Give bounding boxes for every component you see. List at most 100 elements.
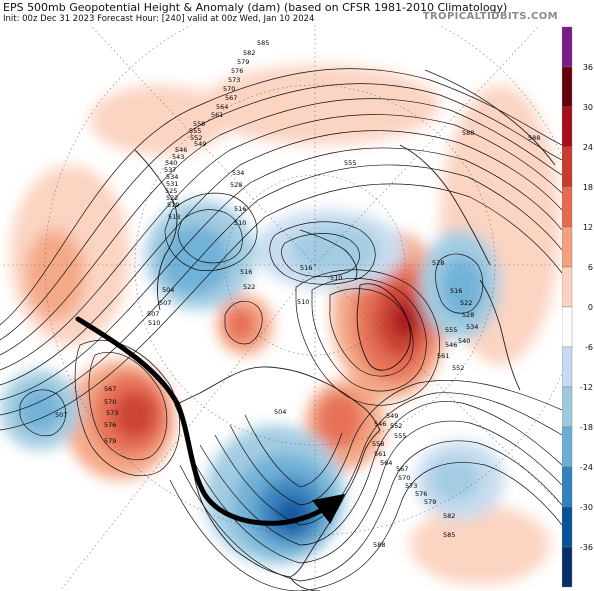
colorbar-swatch	[562, 386, 573, 428]
colorbar-swatch	[562, 106, 573, 148]
colorbar-tick-label: -24	[580, 463, 593, 472]
contour-label: 540	[458, 337, 470, 345]
contour	[295, 269, 440, 406]
contour-label: 570	[223, 85, 235, 93]
colorbar-swatch	[562, 26, 573, 68]
contour-label: 555	[344, 159, 356, 167]
contour-label: 528	[462, 311, 474, 319]
contour	[189, 420, 562, 564]
contour-label: 567	[104, 385, 116, 393]
contour	[435, 253, 484, 314]
contour	[214, 392, 562, 526]
contour	[311, 277, 427, 392]
contour-label: 504	[274, 408, 286, 416]
contour-label: 561	[374, 450, 386, 458]
colorbar-labels: 36 30 24 18 12 6 0 -6 -12 -18 -24 -30 -36	[580, 63, 593, 552]
colorbar-swatch	[562, 266, 573, 308]
contour-label: 567	[396, 465, 408, 473]
colorbar-swatch	[562, 466, 573, 508]
contour-label: 549	[386, 412, 398, 420]
contour-label: 534	[466, 323, 478, 331]
colorbar-tick-label: 24	[583, 143, 593, 152]
arctic-islands-outline	[299, 229, 358, 281]
contour	[0, 130, 562, 386]
contour-label: 519	[167, 201, 179, 209]
contour-label: 582	[243, 49, 255, 57]
contour-labels: 585 582 579 576 573 570 567 564 561 558 …	[55, 39, 540, 549]
contour-label: 555	[394, 432, 406, 440]
contour-label: 546	[445, 341, 457, 349]
colorbar-tick-label: 30	[583, 103, 593, 112]
greenland-outline	[356, 283, 411, 371]
contour-label: 507	[147, 310, 159, 318]
colorbar-tick-label: -36	[580, 543, 593, 552]
north-america-outline	[174, 366, 381, 578]
page-title: EPS 500mb Geopotential Height & Anomaly …	[3, 1, 508, 14]
colorbar-tick-label: -6	[585, 343, 593, 352]
eurasia-arctic-coast	[399, 144, 491, 266]
contour-label: 531	[166, 180, 178, 188]
contour-label: 579	[237, 58, 249, 66]
contour	[179, 440, 562, 582]
contour	[224, 300, 263, 345]
colorbar-swatch	[562, 506, 573, 548]
colorbar-tick-label: 36	[583, 63, 593, 72]
contour	[0, 164, 562, 416]
contour-label: 537	[164, 166, 176, 174]
contour-label: 528	[230, 181, 242, 189]
alaska-outline	[134, 149, 178, 311]
contour-label: 525	[165, 187, 177, 195]
anomaly-colorbar: 36 30 24 18 12 6 0 -6 -12 -18 -24 -30 -36	[562, 26, 593, 588]
contour	[164, 192, 258, 271]
contour-label: 585	[443, 531, 455, 539]
contour-label: 507	[55, 411, 67, 419]
map-panel: 585 582 579 576 573 570 567 564 561 558 …	[0, 25, 562, 591]
contour-label: 588	[528, 134, 540, 142]
colorbar-tick-label: 6	[588, 263, 593, 272]
contour-label: 513	[168, 213, 180, 221]
contour-label: 564	[380, 459, 392, 467]
contour-label: 510	[234, 219, 246, 227]
contour-label: 570	[104, 398, 116, 406]
init-valid-time: Init: 00z Dec 31 2023 Forecast Hour: [24…	[3, 14, 315, 24]
contour-label: 588	[373, 541, 385, 549]
colorbar-swatch	[562, 146, 573, 188]
colorbar-swatch	[562, 426, 573, 468]
contour-label: 561	[437, 352, 449, 360]
contour-label: 585	[257, 39, 269, 47]
contour	[169, 462, 562, 591]
contour-label: 507	[159, 299, 171, 307]
colorbar-swatch	[562, 226, 573, 268]
contour	[74, 340, 180, 476]
contour-label: 576	[104, 421, 116, 429]
contour-label: 522	[460, 299, 472, 307]
contour-label: 504	[162, 286, 174, 294]
contour-label: 510	[330, 274, 342, 282]
contour-label: 543	[172, 153, 184, 161]
lat-lon-grid	[0, 25, 562, 591]
contour-label: 567	[225, 94, 237, 102]
europe-west-coast	[479, 279, 521, 391]
contour	[19, 389, 66, 437]
contour-label: 534	[166, 173, 178, 181]
colorbar-tick-label: -12	[580, 383, 593, 392]
contour	[0, 183, 562, 431]
contour	[244, 414, 343, 488]
contour-label: 555	[445, 326, 457, 334]
contour	[281, 233, 360, 277]
contour	[177, 209, 243, 264]
contour	[0, 68, 562, 326]
contour-label: 558	[372, 440, 384, 448]
contour-label: 540	[165, 159, 177, 167]
anomaly-shading	[0, 65, 560, 585]
contour-label: 516	[234, 205, 246, 213]
contour-label: 576	[231, 67, 243, 75]
contour-label: 579	[424, 498, 436, 506]
contour-label: 546	[374, 420, 386, 428]
contour-label: 534	[232, 169, 244, 177]
contour	[0, 114, 562, 371]
contour-label: 516	[240, 268, 252, 276]
contour-label: 516	[450, 287, 462, 295]
contour-label: 564	[216, 103, 228, 111]
